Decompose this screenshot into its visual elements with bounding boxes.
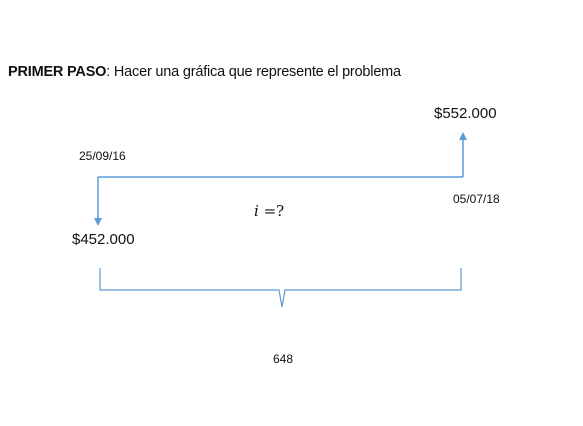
rate-symbol: i — [254, 202, 259, 220]
step-heading: PRIMER PASO: Hacer una gráfica que repre… — [8, 64, 401, 80]
present-value-label: $452.000 — [72, 231, 135, 248]
step-heading-text: : Hacer una gráfica que represente el pr… — [106, 64, 401, 80]
future-value-label: $552.000 — [434, 105, 497, 122]
end-date-label: 05/07/18 — [453, 192, 500, 206]
start-date-label: 25/09/16 — [79, 149, 126, 163]
period-brace — [99, 268, 462, 308]
period-count-label: 648 — [273, 352, 294, 366]
step-heading-bold: PRIMER PASO — [8, 64, 107, 80]
interest-rate-label: i =? — [254, 202, 284, 220]
rate-expression: =? — [258, 202, 285, 220]
